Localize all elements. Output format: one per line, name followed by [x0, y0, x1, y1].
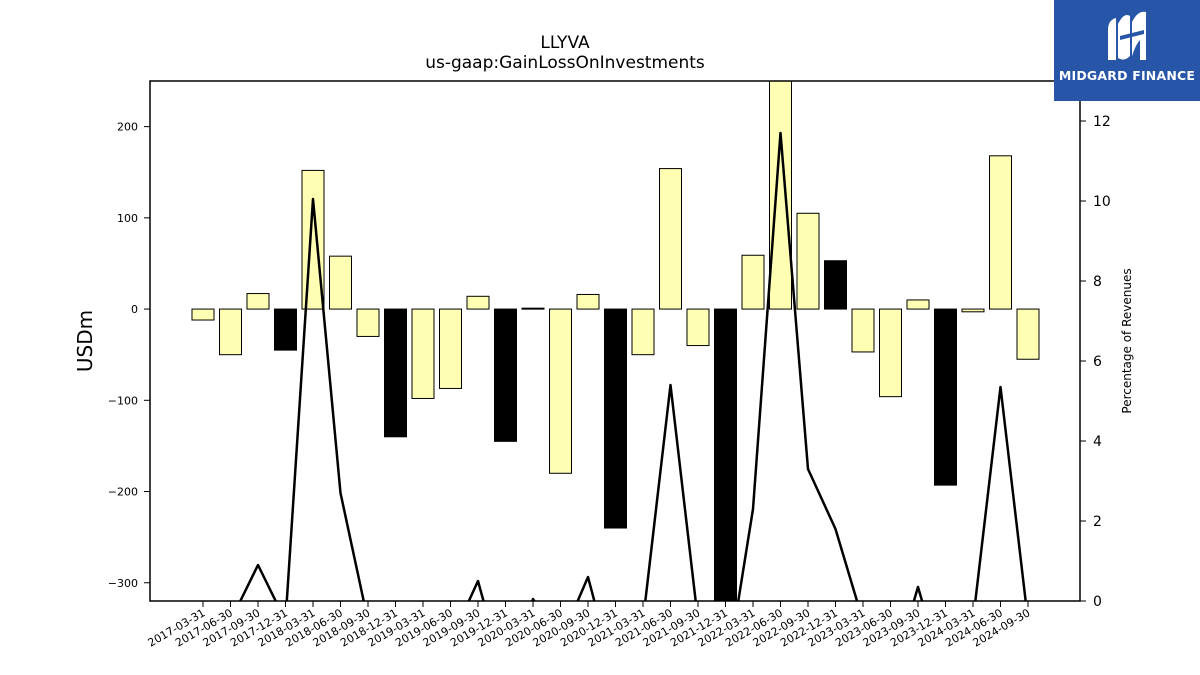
y-tick-label: −100: [108, 394, 138, 407]
bar-2024-06-30: [989, 155, 1012, 310]
bar-2018-09-30: [356, 308, 380, 337]
y-tick-label: 0: [131, 303, 138, 316]
y2-tick-label: 2: [1093, 514, 1102, 530]
bar-2021-09-30: [686, 308, 710, 347]
bar-2020-12-31: [604, 308, 627, 529]
y2-tick-label: 10: [1093, 194, 1111, 210]
y2-tick-label: 6: [1093, 354, 1102, 370]
bar-2023-12-31: [934, 308, 957, 486]
y2-tick-label: 4: [1093, 434, 1102, 450]
bar-2022-06-30: [769, 81, 792, 310]
bar-2021-03-31: [631, 308, 655, 356]
brand-name: MIDGARD FINANCE: [1058, 68, 1196, 83]
y2-tick-label: 12: [1093, 114, 1111, 130]
bar-2018-06-30: [329, 255, 352, 310]
bar-2022-12-31: [824, 260, 847, 310]
bar-2017-09-30: [246, 293, 270, 310]
bar-2023-06-30: [879, 308, 902, 398]
bar-2019-09-30: [466, 295, 490, 310]
bar-2019-06-30: [439, 308, 462, 389]
bar-2019-03-31: [411, 308, 435, 399]
bar-2018-12-31: [384, 308, 407, 438]
bar-2022-09-30: [796, 212, 820, 310]
bar-2020-03-31: [521, 307, 545, 310]
chart-title: LLYVA: [540, 33, 590, 53]
bar-2017-12-31: [274, 308, 297, 351]
bar-2020-09-30: [576, 293, 600, 310]
bar-2022-03-31: [741, 254, 765, 310]
bar-2021-12-31: [714, 308, 737, 601]
y-axis-label: USDm: [73, 310, 97, 372]
bar-2019-12-31: [494, 308, 517, 442]
brand-logo: MIDGARD FINANCE: [1054, 0, 1200, 101]
y-tick-label: −200: [108, 486, 138, 499]
y2-tick-label: 8: [1093, 274, 1102, 290]
bar-2024-09-30: [1016, 308, 1040, 360]
y2-tick-label: 0: [1093, 594, 1102, 610]
y-tick-label: −300: [108, 577, 138, 590]
bar-2023-03-31: [851, 308, 875, 353]
y-tick-label: 200: [117, 121, 138, 134]
bar-2017-06-30: [219, 308, 242, 356]
brand-logo-mark: [1108, 11, 1146, 60]
bar-2021-06-30: [659, 168, 682, 310]
chart-subtitle: us-gaap:GainLossOnInvestments: [425, 53, 705, 73]
bar-2023-09-30: [906, 299, 930, 310]
y-tick-label: 100: [117, 212, 138, 225]
bar-2024-03-31: [961, 308, 985, 313]
bar-2020-06-30: [549, 308, 572, 474]
y2-axis-label: Percentage of Revenues: [1120, 268, 1134, 413]
bar-2017-03-31: [191, 308, 215, 321]
line-series-percentage: [238, 131, 1027, 601]
